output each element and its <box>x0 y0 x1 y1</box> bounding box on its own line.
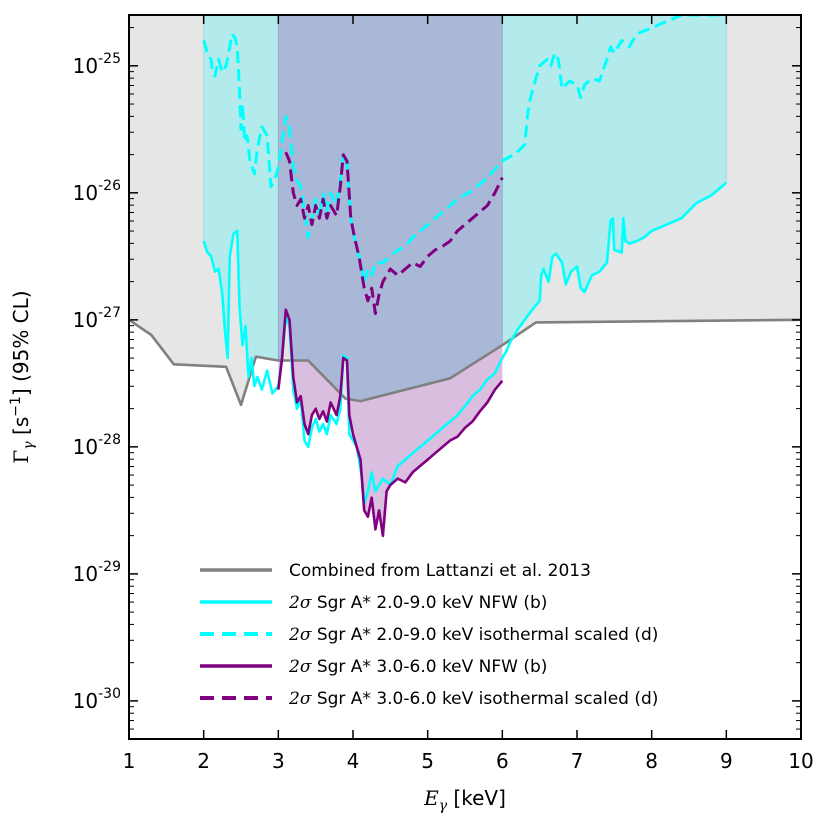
y-tick-label: 10-29 <box>73 559 121 586</box>
y-tick-label: 10-30 <box>73 686 121 713</box>
y-tick-label: 10-27 <box>73 305 121 332</box>
legend-entry-2: 2σ Sgr A* 2.0-9.0 keV isothermal scaled … <box>288 625 658 645</box>
x-axis-label: Eγ [keV] <box>423 786 506 814</box>
plot-frame <box>128 14 802 740</box>
legend-entry-0: Combined from Lattanzi et al. 2013 <box>289 561 591 581</box>
x-tick-label: 5 <box>421 749 434 773</box>
legend-entry-4: 2σ Sgr A* 3.0-6.0 keV isothermal scaled … <box>288 689 658 709</box>
y-axis-label: Γγ [s−1] (95% CL) <box>8 290 37 463</box>
axis-ticks: 1 2 3 4 5 6 7 8 9 10 10-30 10-29 10-28 10-27 10-26 10-2… <box>73 15 814 773</box>
series-lines <box>129 15 801 538</box>
y-tick-label: 10-28 <box>73 432 121 459</box>
shaded-regions <box>129 15 801 536</box>
x-tick-label: 6 <box>496 749 509 773</box>
series-line-3 <box>277 308 504 538</box>
purple-fill-region <box>278 345 503 536</box>
legend: Combined from Lattanzi et al. 2013 2σ Sgr… <box>200 561 658 709</box>
x-tick-label: 8 <box>645 749 658 773</box>
x-tick-label: 9 <box>720 749 733 773</box>
x-tick-label: 10 <box>788 749 813 773</box>
x-tick-label: 2 <box>197 749 210 773</box>
legend-entry-3: 2σ Sgr A* 3.0-6.0 keV NFW (b) <box>288 657 547 677</box>
series-line-1 <box>202 181 728 506</box>
x-tick-label: 4 <box>347 749 360 773</box>
y-tick-label: 10-26 <box>73 178 121 205</box>
y-tick-label: 10-25 <box>73 51 121 78</box>
x-tick-label: 3 <box>272 749 285 773</box>
x-tick-label: 1 <box>123 749 136 773</box>
x-tick-label: 7 <box>571 749 584 773</box>
blue-band-region <box>278 15 503 402</box>
series-line-4 <box>284 151 504 315</box>
legend-entry-1: 2σ Sgr A* 2.0-9.0 keV NFW (b) <box>288 593 547 613</box>
series-line-2 <box>202 15 727 284</box>
